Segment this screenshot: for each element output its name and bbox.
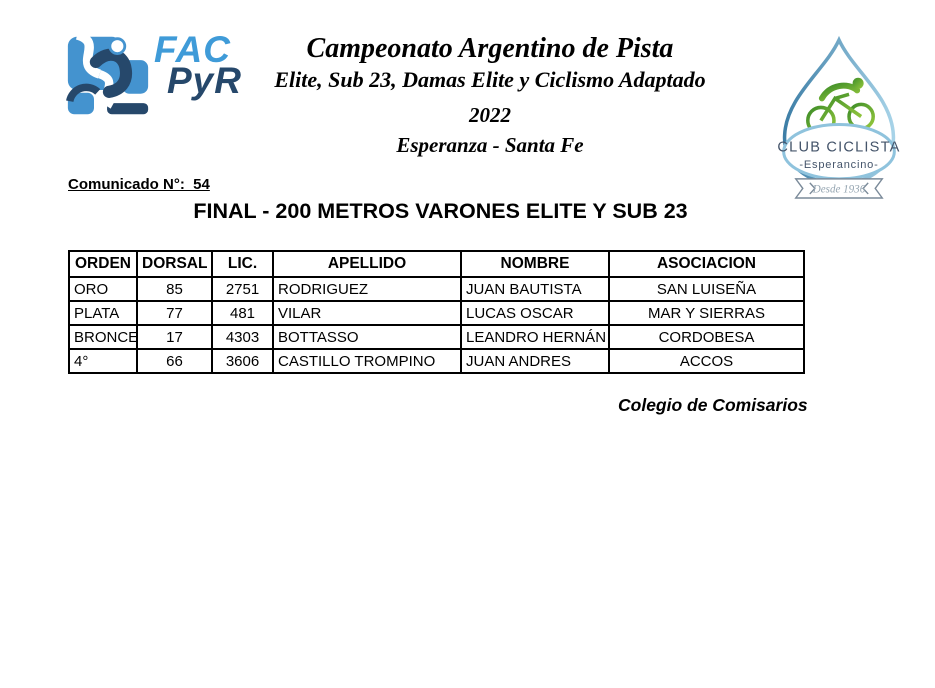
club-badge: CLUB CICLISTA -Esperancino- Desde 1936: [777, 35, 900, 199]
cyclist-mark-icon: [66, 33, 149, 115]
event-location: Esperanza - Santa Fe: [396, 133, 584, 157]
title-block: Campeonato Argentino de Pista Elite, Sub…: [250, 33, 730, 157]
cell-lic: 3606: [211, 348, 274, 374]
cell-apellido: CASTILLO TROMPINO: [272, 348, 462, 374]
cell-asociacion: ACCOS: [608, 348, 805, 374]
signature-colegio-comisarios: Colegio de Comisarios: [618, 395, 808, 415]
result-row-plata: PLATA 77 481 VILAR LUCAS OSCAR MAR Y SIE…: [68, 300, 805, 326]
cell-lic: 2751: [211, 276, 274, 302]
cell-nombre: JUAN BAUTISTA: [460, 276, 610, 302]
column-header-orden: ORDEN: [68, 250, 138, 278]
comunicado-number: Comunicado N°: 54: [68, 176, 210, 193]
column-header-nombre: NOMBRE: [460, 250, 610, 278]
cell-dorsal: 17: [136, 324, 213, 350]
table-header-row: ORDEN DORSAL LIC. APELLIDO NOMBRE ASOCIA…: [68, 250, 805, 278]
fac-wordmark-top: FAC: [154, 29, 231, 70]
event-subtitle: Elite, Sub 23, Damas Elite y Ciclismo Ad…: [274, 67, 706, 92]
cell-dorsal: 77: [136, 300, 213, 326]
cell-apellido: VILAR: [272, 300, 462, 326]
cell-apellido: RODRIGUEZ: [272, 276, 462, 302]
column-header-asociacion: ASOCIACION: [608, 250, 805, 278]
cell-nombre: JUAN ANDRES: [460, 348, 610, 374]
result-row-4: 4° 66 3606 CASTILLO TROMPINO JUAN ANDRES…: [68, 348, 805, 374]
column-header-lic: LIC.: [211, 250, 274, 278]
cell-apellido: BOTTASSO: [272, 324, 462, 350]
cell-lic: 481: [211, 300, 274, 326]
column-header-apellido: APELLIDO: [272, 250, 462, 278]
event-year: 2022: [469, 103, 511, 127]
event-title: Campeonato Argentino de Pista: [306, 33, 674, 64]
result-row-bronce: BRONCE 17 4303 BOTTASSO LEANDRO HERNÁN C…: [68, 324, 805, 350]
club-ribbon: Desde 1936: [794, 178, 884, 199]
cell-orden: BRONCE: [68, 324, 138, 350]
fac-wordmark-bottom: PyR: [167, 60, 242, 102]
result-row-oro: ORO 85 2751 RODRIGUEZ JUAN BAUTISTA SAN …: [68, 276, 805, 302]
cell-dorsal: 85: [136, 276, 213, 302]
cell-nombre: LUCAS OSCAR: [460, 300, 610, 326]
column-header-dorsal: DORSAL: [136, 250, 213, 278]
cell-orden: ORO: [68, 276, 138, 302]
fac-wordmark: FAC PyR: [154, 29, 242, 102]
cell-asociacion: CORDOBESA: [608, 324, 805, 350]
results-table: ORDEN DORSAL LIC. APELLIDO NOMBRE ASOCIA…: [68, 250, 805, 374]
cell-lic: 4303: [211, 324, 274, 350]
cell-nombre: LEANDRO HERNÁN: [460, 324, 610, 350]
cell-asociacion: MAR Y SIERRAS: [608, 300, 805, 326]
results-heading: FINAL - 200 METROS VARONES ELITE Y SUB 2…: [193, 199, 688, 223]
cell-dorsal: 66: [136, 348, 213, 374]
club-subname: -Esperancino-: [799, 159, 878, 171]
cell-orden: 4°: [68, 348, 138, 374]
cell-asociacion: SAN LUISEÑA: [608, 276, 805, 302]
club-ribbon-text: Desde 1936: [812, 183, 866, 195]
fac-pyr-logo: FAC PyR: [66, 29, 242, 119]
cell-orden: PLATA: [68, 300, 138, 326]
club-name: CLUB CICLISTA: [777, 140, 900, 156]
